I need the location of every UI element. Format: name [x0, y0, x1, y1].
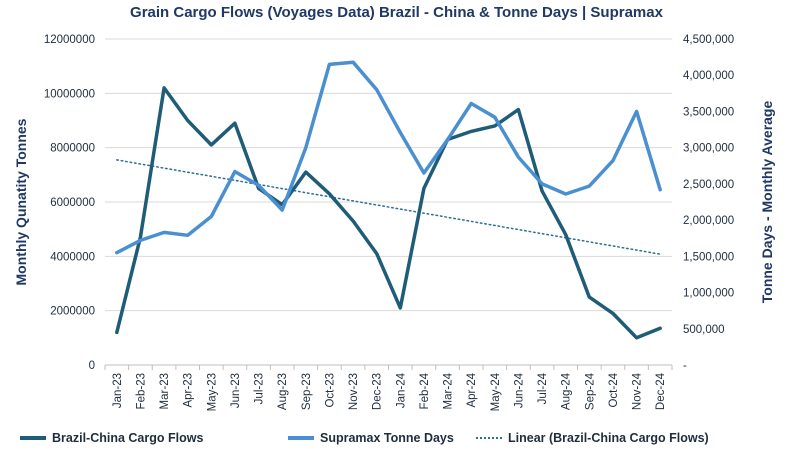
x-tick-label: Dec-23	[372, 373, 384, 410]
left-axis-ticks: 0 2000000 4000000 6000000 8000000 10000000 120…	[44, 34, 95, 372]
left-tick-label: 6000000	[50, 197, 95, 209]
series-line-tonne-days	[115, 60, 662, 255]
left-tick-label: 10000000	[44, 88, 95, 100]
right-tick-label: 2,500,000	[683, 179, 734, 191]
legend-item-cargo-flows: Brazil-China Cargo Flows	[20, 428, 203, 448]
x-tick-label: Apr-24	[466, 372, 478, 407]
x-tick-label: Apr-23	[183, 373, 195, 408]
x-tick-label: Jul-23	[254, 373, 266, 404]
x-tick-label: Jun-24	[513, 372, 525, 408]
x-tick-label: Oct-23	[324, 373, 336, 408]
legend-swatch-linear-trend	[476, 437, 502, 439]
x-tick-label: Feb-24	[419, 372, 431, 409]
right-tick-label: 4,500,000	[683, 34, 734, 46]
legend-item-linear-trend: Linear (Brazil-China Cargo Flows)	[476, 428, 709, 448]
right-tick-label: 1,500,000	[683, 251, 734, 263]
chart-title: Grain Cargo Flows (Voyages Data) Brazil …	[130, 4, 663, 21]
left-tick-label: 0	[89, 360, 95, 372]
chart-svg: 0 2000000 4000000 6000000 8000000 10000000 120…	[13, 34, 775, 411]
x-tick-label: Oct-24	[608, 372, 620, 407]
legend-label-linear-trend: Linear (Brazil-China Cargo Flows)	[508, 431, 709, 445]
x-tick-label: Jan-24	[395, 372, 407, 408]
right-tick-label: -	[683, 360, 687, 372]
x-tick-label: Jun-23	[230, 373, 242, 408]
left-axis-title: Monthly Qunatity Tonnes	[13, 118, 29, 285]
x-tick-label: Mar-24	[443, 372, 455, 409]
x-tick-label: Feb-23	[135, 373, 147, 409]
x-tick-label: Mar-23	[159, 373, 171, 409]
x-tick-label: Aug-23	[277, 373, 289, 410]
left-tick-label: 8000000	[50, 143, 95, 155]
series	[115, 60, 662, 340]
legend-label-tonne-days: Supramax Tonne Days	[320, 431, 454, 445]
x-tick-label: Aug-24	[561, 372, 573, 410]
axes	[104, 364, 673, 370]
legend-label-cargo-flows: Brazil-China Cargo Flows	[52, 431, 204, 445]
x-tick-label: Sep-23	[301, 373, 313, 410]
x-tick-label: Sep-24	[584, 372, 596, 410]
left-tick-label: 4000000	[50, 251, 95, 263]
gridlines	[105, 38, 672, 312]
right-axis-ticks: - 500,000 1,000,000 1,500,000 2,000,000 2,500…	[683, 34, 734, 372]
x-axis-ticks: Jan-23 Feb-23 Mar-23 Apr-23 May-23 Jun-23 Jul-…	[112, 372, 667, 411]
right-tick-label: 3,500,000	[683, 106, 734, 118]
legend-swatch-cargo-flows	[20, 436, 46, 440]
right-tick-label: 1,000,000	[683, 288, 734, 300]
right-tick-label: 500,000	[683, 324, 725, 336]
legend: Brazil-China Cargo Flows Supramax Tonne …	[0, 428, 793, 448]
left-tick-label: 12000000	[44, 34, 95, 46]
trendline-linear-cargo-flows	[116, 159, 661, 255]
left-tick-label: 2000000	[50, 306, 95, 318]
x-tick-label: Nov-24	[632, 372, 644, 410]
right-tick-label: 3,000,000	[683, 143, 734, 155]
x-tick-label: Jan-23	[112, 373, 124, 408]
right-tick-label: 4,000,000	[683, 70, 734, 82]
legend-item-tonne-days: Supramax Tonne Days	[288, 428, 454, 448]
x-tick-label: Nov-23	[348, 373, 360, 410]
x-tick-label: Dec-24	[655, 372, 667, 410]
right-axis-title: Tonne Days - Monthly Average	[759, 101, 775, 304]
series-line-cargo-flows	[115, 86, 662, 340]
legend-swatch-tonne-days	[288, 436, 314, 440]
right-tick-label: 2,000,000	[683, 215, 734, 227]
x-tick-label: May-23	[206, 373, 218, 411]
x-tick-label: May-24	[490, 372, 502, 411]
x-tick-label: Jul-24	[537, 372, 549, 404]
